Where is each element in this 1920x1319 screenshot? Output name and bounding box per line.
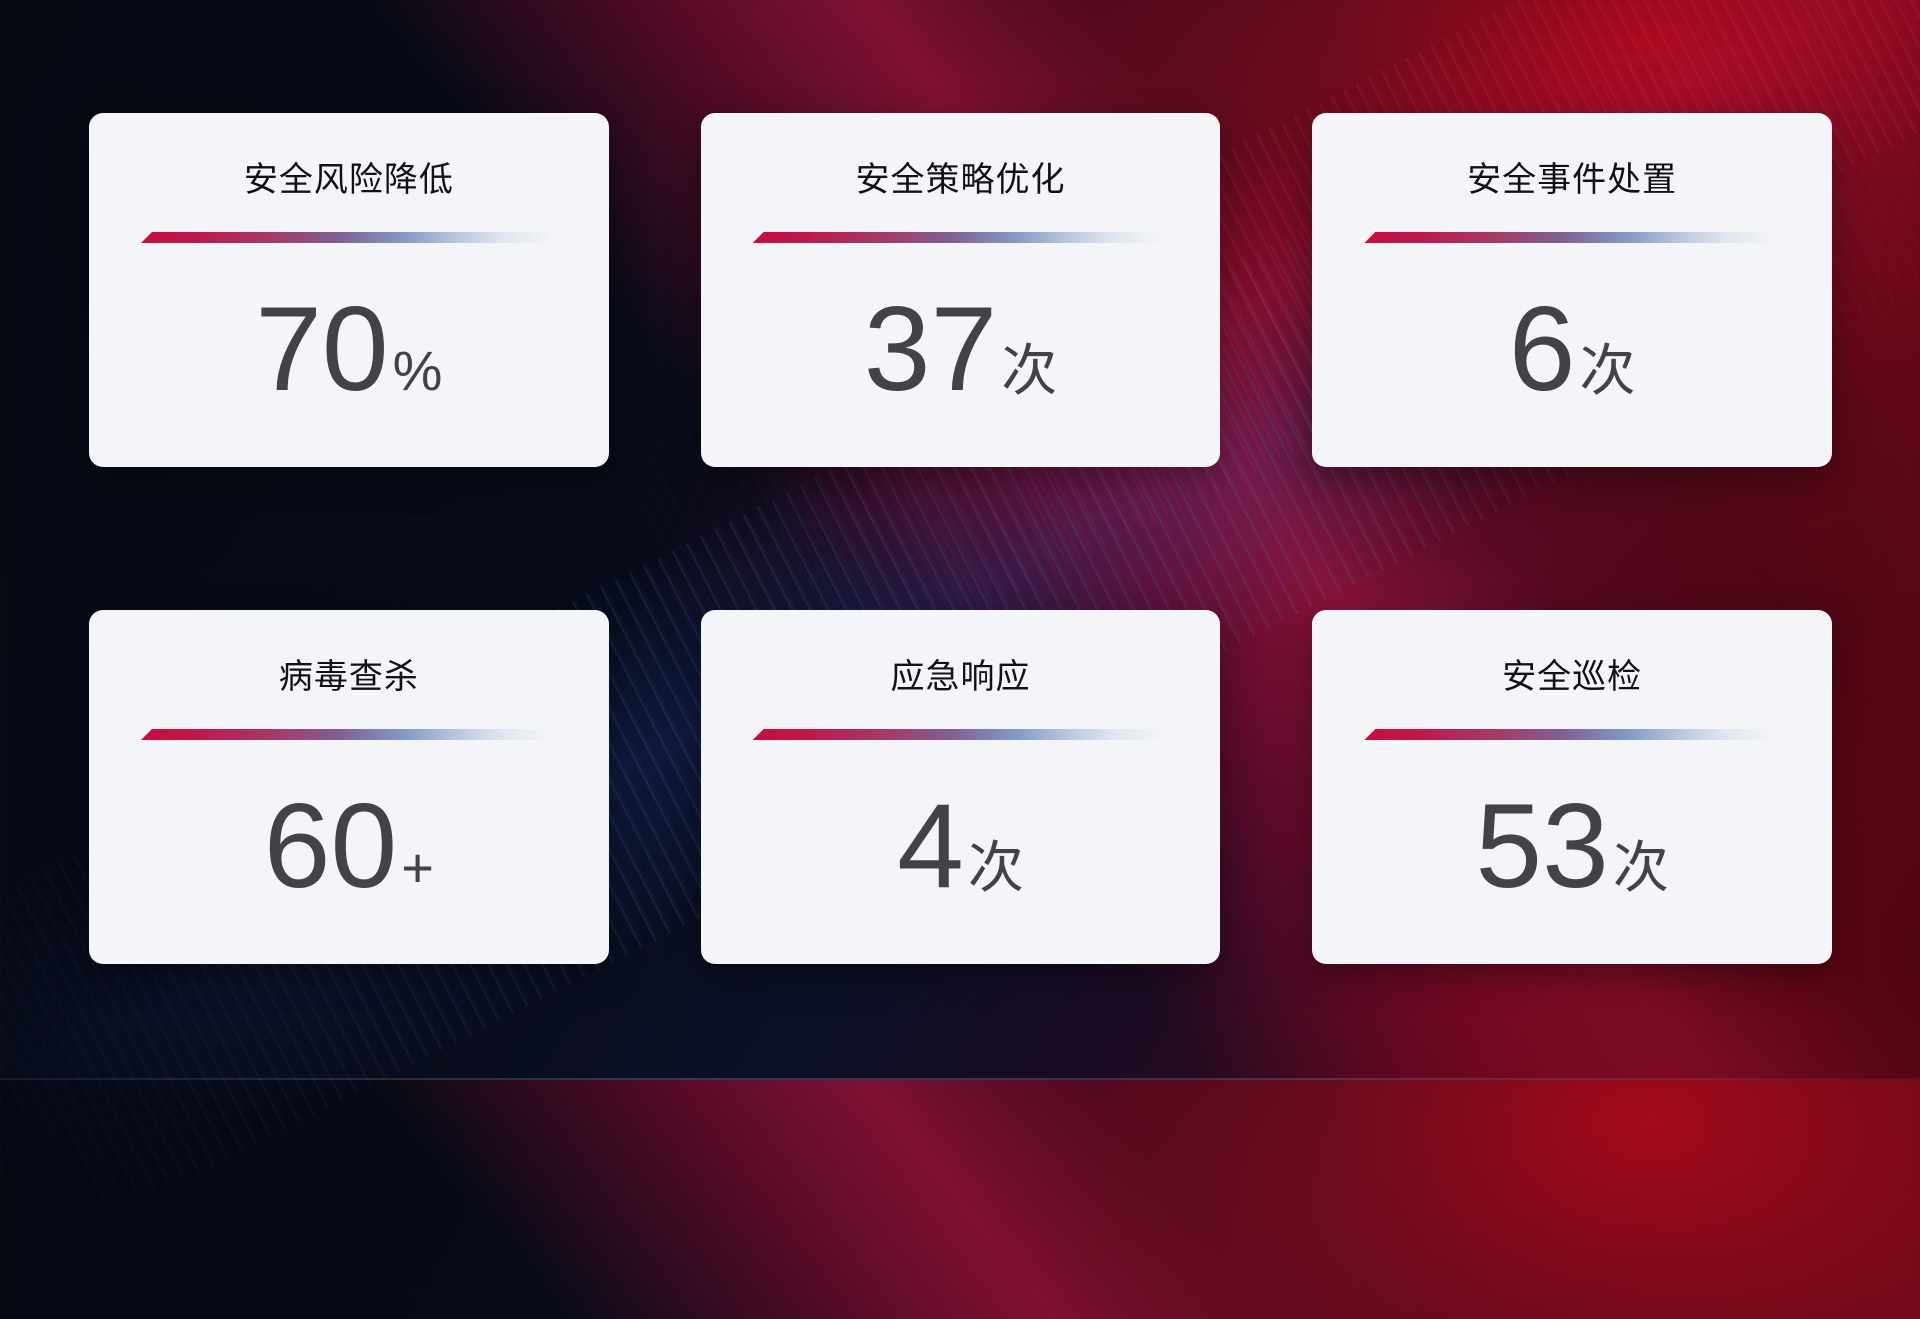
stat-unit: + [401, 836, 434, 899]
stat-value-row: 6 次 [1312, 289, 1832, 409]
stat-value-row: 53 次 [1312, 786, 1832, 906]
stat-card-title: 应急响应 [890, 658, 1031, 696]
stat-card-policy-optimization: 安全策略优化 37 次 [700, 113, 1221, 467]
stat-value: 37 [863, 282, 998, 416]
stat-unit: % [392, 339, 443, 402]
gradient-divider [141, 729, 579, 740]
stat-value: 53 [1475, 779, 1609, 913]
stat-unit: 次 [1612, 836, 1669, 899]
gradient-divider [1364, 729, 1802, 740]
stat-unit: 次 [1001, 339, 1058, 402]
stat-card-emergency-response: 应急响应 4 次 [700, 610, 1221, 964]
stat-value-row: 37 次 [701, 289, 1221, 409]
stat-card-title: 安全巡检 [1502, 658, 1643, 696]
gradient-divider [141, 232, 579, 243]
stat-unit: 次 [1579, 339, 1636, 402]
gradient-divider [752, 232, 1191, 243]
stat-card-title: 安全风险降低 [243, 161, 454, 199]
stat-card-title: 病毒查杀 [278, 658, 419, 696]
stat-value: 60 [263, 779, 398, 913]
stat-card-risk-reduction: 安全风险降低 70 % [89, 113, 609, 467]
gradient-divider [752, 729, 1191, 740]
stat-value: 4 [897, 779, 964, 913]
stat-value-row: 70 % [89, 289, 609, 409]
stat-card-incident-handling: 安全事件处置 6 次 [1312, 113, 1832, 467]
stat-value-row: 60 + [89, 786, 609, 906]
stats-grid: 安全风险降低 70 % 安全策略优化 37 次 安全事件处置 6 次 病毒查杀 … [89, 113, 1832, 964]
stat-card-title: 安全策略优化 [855, 161, 1066, 199]
stat-value-row: 4 次 [701, 786, 1221, 906]
gradient-divider [1364, 232, 1802, 243]
stat-card-title: 安全事件处置 [1467, 161, 1678, 199]
stat-card-virus-scan: 病毒查杀 60 + [89, 610, 609, 964]
stat-card-security-inspection: 安全巡检 53 次 [1312, 610, 1832, 964]
stat-value: 6 [1508, 282, 1576, 416]
stat-value: 70 [255, 282, 389, 416]
stat-unit: 次 [967, 836, 1024, 899]
bottom-edge-glow [0, 1078, 1920, 1080]
